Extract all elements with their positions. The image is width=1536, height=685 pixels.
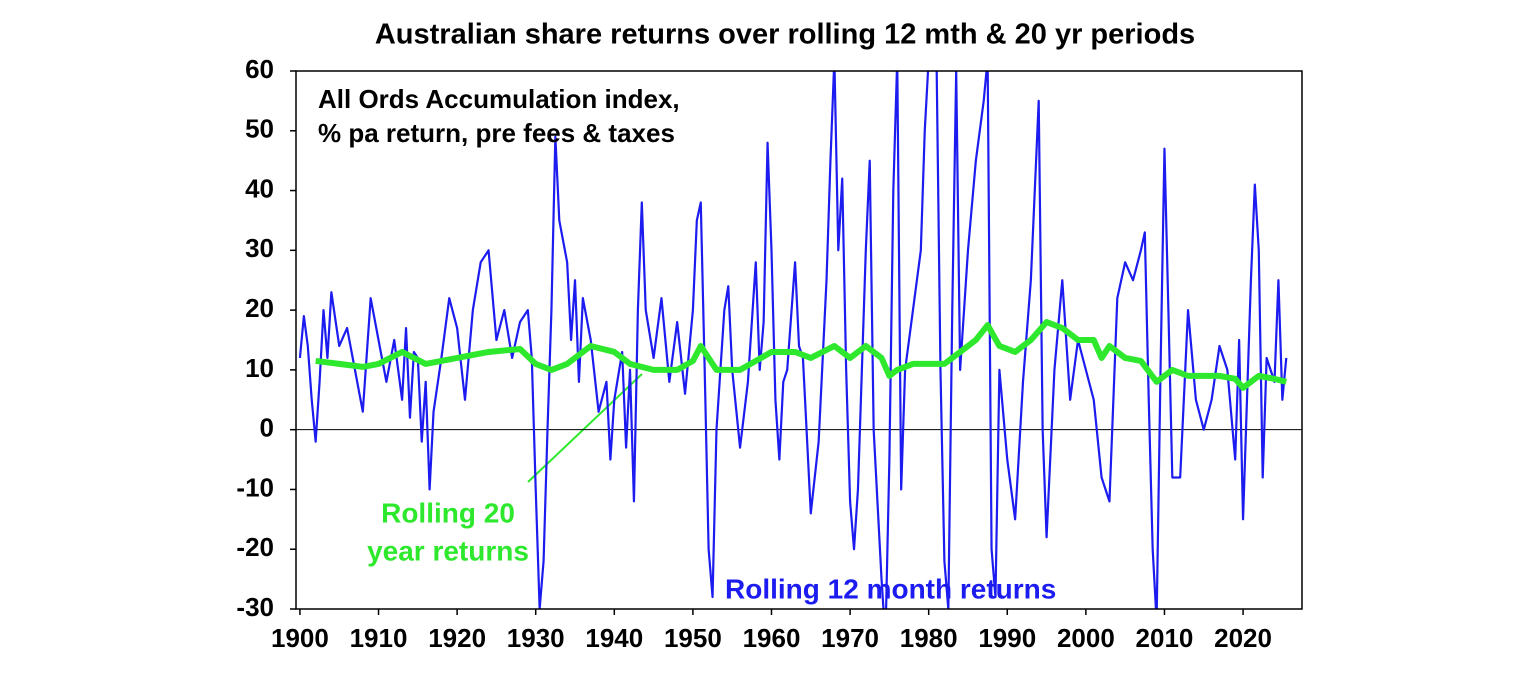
y-tick-label: 30: [245, 233, 274, 263]
y-tick-label: 10: [245, 353, 274, 383]
x-tick-label: 2010: [1136, 623, 1194, 653]
series-line: [315, 319, 1288, 391]
y-tick-label: 40: [245, 173, 274, 203]
chart-title: Australian share returns over rolling 12…: [375, 19, 1195, 51]
series-label: year returns: [367, 535, 529, 566]
x-tick-label: 1910: [350, 623, 408, 653]
y-tick-label: 0: [260, 413, 274, 443]
x-tick-label: 1930: [507, 623, 565, 653]
x-tick-label: 2020: [1214, 623, 1272, 653]
series-label: Rolling 12 month returns: [725, 573, 1056, 604]
y-tick-label: -10: [236, 472, 274, 502]
y-tick-label: 50: [245, 114, 274, 144]
y-tick-label: -20: [236, 532, 274, 562]
x-tick-label: 1940: [585, 623, 643, 653]
plot-frame: [295, 70, 1303, 610]
y-tick-label: 60: [245, 54, 274, 84]
annotation: All Ords Accumulation index,: [318, 84, 680, 114]
x-tick-label: 1950: [664, 623, 722, 653]
plot-lines: [298, 71, 1288, 609]
y-tick-label: 20: [245, 293, 274, 323]
x-tick-label: 1990: [978, 623, 1036, 653]
x-tick-label: 1900: [271, 623, 329, 653]
series-label: Rolling 20: [381, 497, 515, 528]
y-tick-label: -30: [236, 592, 274, 622]
x-tick-label: 1980: [900, 623, 958, 653]
x-tick-label: 1970: [821, 623, 879, 653]
x-tick-label: 1960: [743, 623, 801, 653]
x-tick-label: 1920: [428, 623, 486, 653]
x-tick-label: 2000: [1057, 623, 1115, 653]
annotation: % pa return, pre fees & taxes: [318, 118, 675, 148]
